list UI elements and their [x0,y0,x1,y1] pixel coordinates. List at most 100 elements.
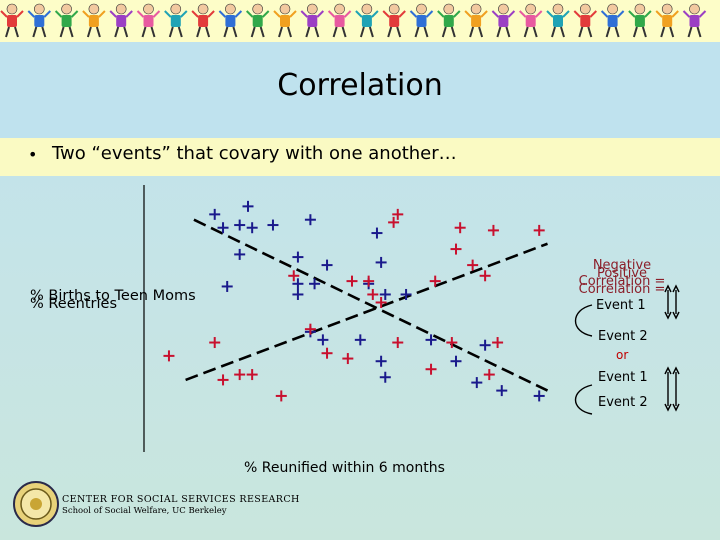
point-series2-18 [492,337,504,349]
footer-school-name: School of Social Welfare, UC Berkeley [62,506,227,516]
kid-figure-icon [136,3,161,38]
bullet-band [0,138,720,176]
point-series2-17 [446,337,458,349]
point-series1-7 [304,214,316,226]
curved-arrow-top-icon [575,304,593,337]
point-series2-10 [346,275,358,287]
vertical-arrow-4-icon [672,366,680,412]
y-axis-label-births: % Births to Teen Moms [30,288,196,304]
point-series1-2 [209,208,221,220]
point-series1-28 [471,377,483,389]
bullet-dot-icon: • [28,145,38,164]
kid-figure-icon [600,3,625,38]
point-series2-6 [450,243,462,255]
kid-figure-icon [628,3,652,38]
point-series1-8 [371,227,383,239]
point-series2-26 [234,369,246,381]
kid-figure-icon [382,3,406,38]
point-series1-4 [234,219,246,231]
point-series1-1 [242,200,254,212]
point-series2-7 [467,259,479,271]
point-series1-26 [450,355,462,367]
point-series2-15 [304,323,316,335]
kid-figure-icon [82,3,106,38]
point-series1-25 [375,355,387,367]
event-1-label-bottom: Event 1 [598,370,648,385]
point-series1-22 [354,334,366,346]
x-axis-label: % Reunified within 6 months [244,460,445,476]
points-layer [163,200,545,402]
point-series1-14 [292,278,304,290]
kid-figure-icon [573,3,598,38]
point-series1-15 [309,278,321,290]
arrows-layer [575,284,680,415]
point-series1-23 [425,334,437,346]
point-series2-16 [392,337,404,349]
point-series2-21 [342,353,354,365]
point-series2-8 [479,270,491,282]
point-series1-10 [292,251,304,263]
point-series2-20 [321,347,333,359]
point-series1-9 [234,248,246,260]
point-series2-13 [367,288,379,300]
point-series2-12 [429,275,441,287]
kid-figure-icon [54,3,79,38]
y-axis-label-reentries: % Reentries [30,296,117,312]
kids-border-icon [0,3,707,38]
curved-arrow-bottom-icon [575,384,593,415]
kid-figure-icon [109,3,133,38]
point-series2-22 [163,350,175,362]
point-series1-11 [375,256,387,268]
title-band [0,42,720,138]
event-2-label-bottom: Event 2 [598,395,648,410]
point-series1-13 [221,280,233,292]
point-series2-1 [392,208,404,220]
point-series2-19 [209,337,221,349]
point-series2-11 [363,275,375,287]
point-series1-30 [533,390,545,402]
vertical-arrow-2-icon [672,284,680,320]
kid-figure-icon [682,3,707,38]
kid-figure-icon [191,3,215,38]
kid-figure-icon [355,3,379,38]
point-series1-29 [496,385,508,397]
kid-figure-icon [491,3,516,38]
point-series2-23 [425,363,437,375]
point-series2-25 [217,374,229,386]
vertical-arrow-1-icon [664,284,672,320]
footer-org-name: CENTER FOR SOCIAL SERVICES RESEARCH [62,494,300,505]
university-seal-icon [13,481,59,527]
point-series1-19 [292,288,304,300]
event-2-label-top: Event 2 [598,329,648,344]
kid-figure-icon [518,3,543,38]
point-series1-17 [379,288,391,300]
event-1-label-top: Event 1 [596,298,646,313]
kid-figure-icon [245,3,270,38]
kid-figure-icon [464,3,488,38]
point-series1-21 [317,334,329,346]
vertical-arrow-3-icon [664,366,672,412]
point-series2-5 [533,224,545,236]
point-series2-14 [375,296,387,308]
point-series2-27 [246,369,258,381]
kid-figure-icon [327,3,352,38]
or-label: or [616,348,629,362]
kid-figure-icon [218,3,243,38]
kid-figure-icon [655,3,679,38]
kid-figure-icon [300,3,325,38]
point-series2-9 [288,270,300,282]
kid-figure-icon [409,3,434,38]
point-series1-5 [246,222,258,234]
point-series1-6 [267,219,279,231]
point-series2-24 [483,369,495,381]
negative-correlation-label: Negative Correlation = [578,258,666,289]
point-series1-27 [379,371,391,383]
trend-layer [185,218,549,392]
point-series2-28 [275,390,287,402]
kid-figure-icon [0,3,24,38]
kid-figure-icon [27,3,52,38]
point-series1-3 [217,222,229,234]
point-series2-3 [454,222,466,234]
kid-figure-icon [164,3,188,38]
